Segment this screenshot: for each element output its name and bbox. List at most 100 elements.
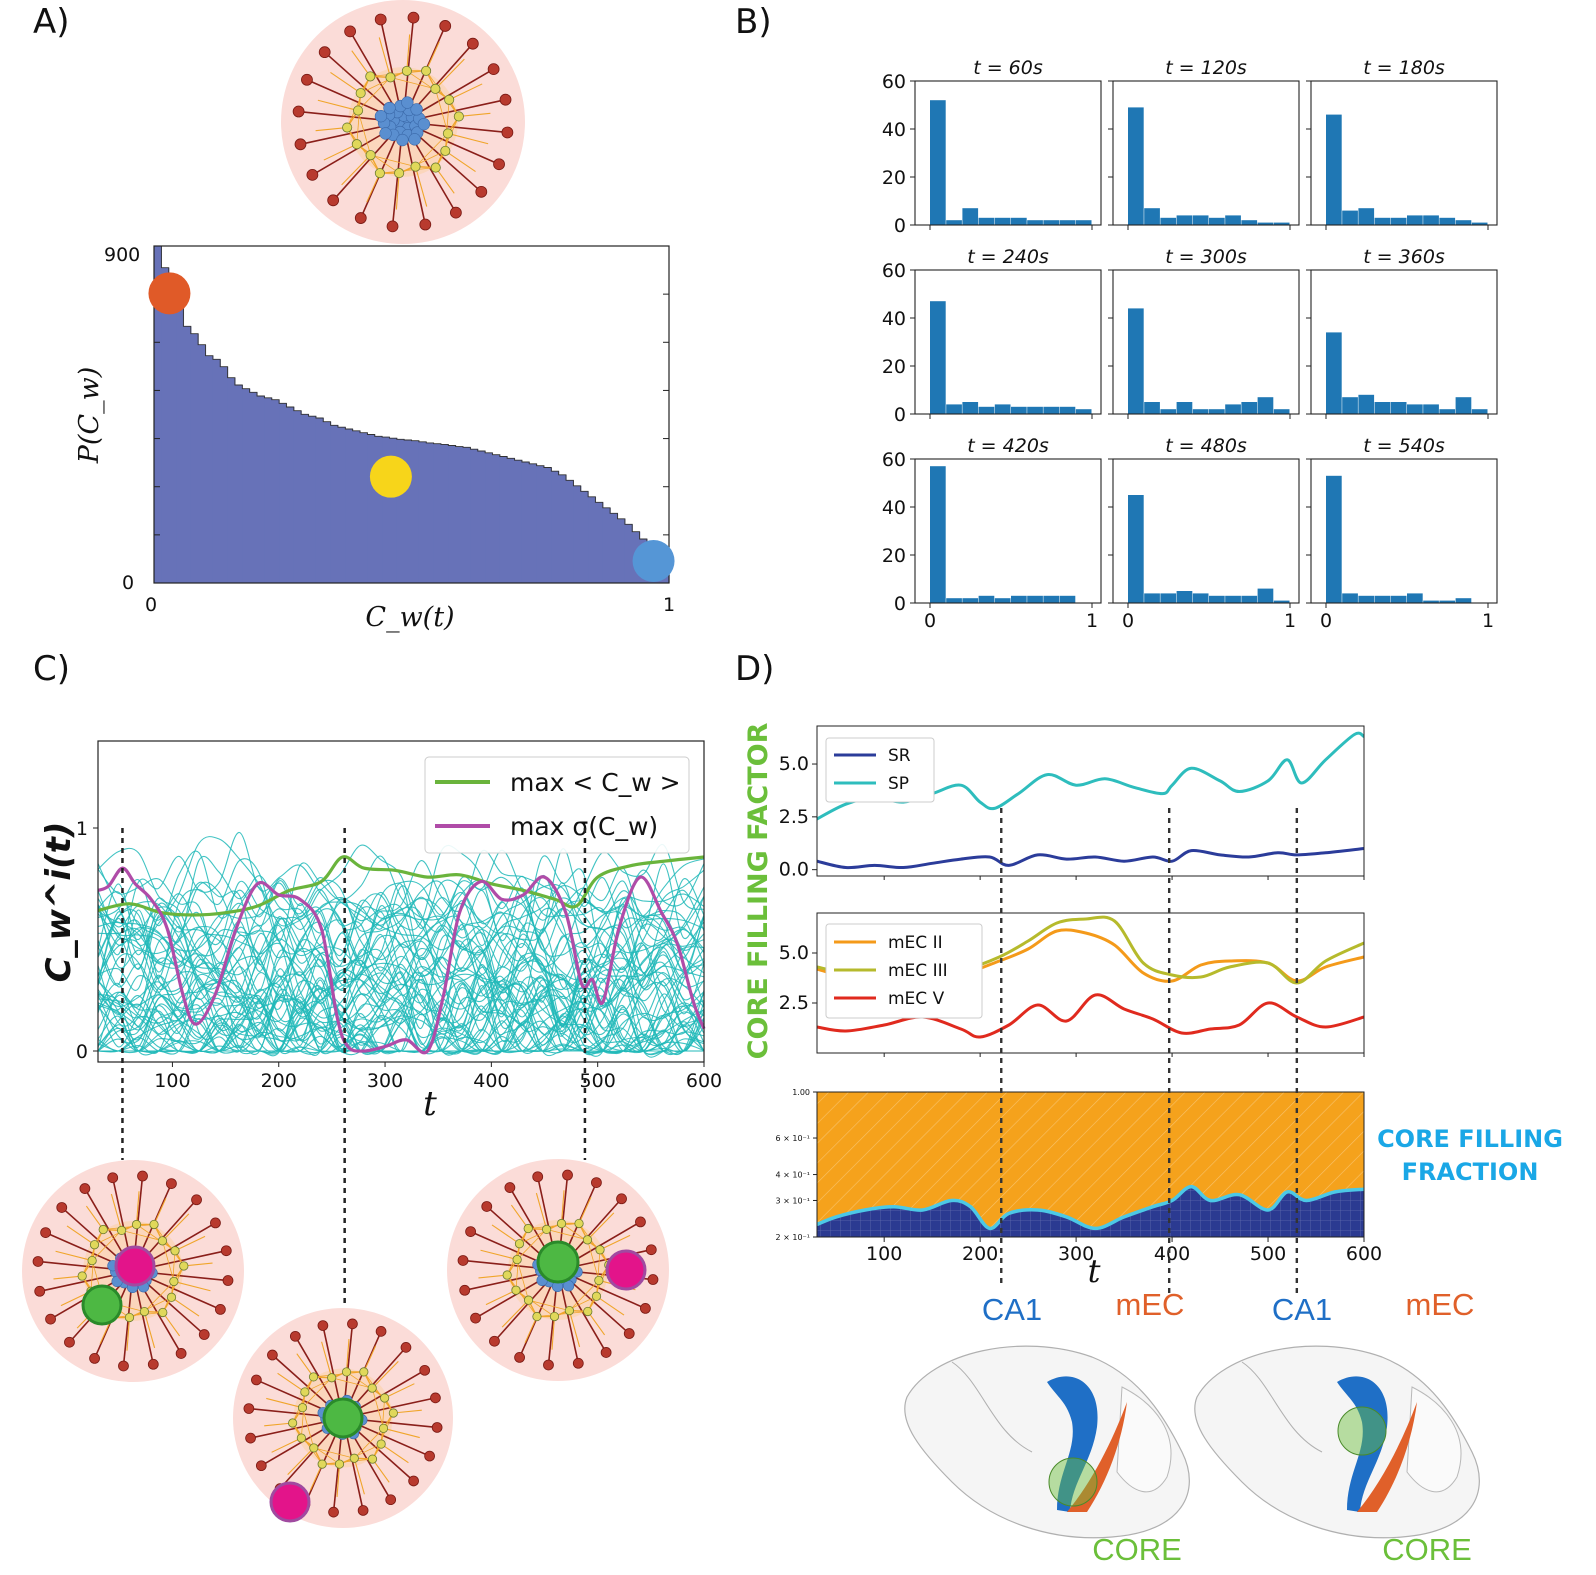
histogram-bar	[1358, 595, 1375, 603]
histogram-bar	[1225, 215, 1241, 225]
network-node-mid	[341, 1367, 352, 1377]
network-edge	[162, 1240, 175, 1282]
network-node-mid	[430, 83, 441, 94]
brain-diagram-icon: CA1 mEC CORE	[1194, 1287, 1480, 1567]
histogram-bar	[1027, 406, 1043, 414]
subplot-frame	[1112, 458, 1300, 604]
histogram-bar	[1209, 595, 1225, 603]
network-edge	[587, 1239, 600, 1281]
network-node-mid	[523, 1295, 534, 1305]
network-edge	[370, 154, 416, 168]
network-edge	[384, 1383, 415, 1399]
core-label: CORE	[1382, 1532, 1472, 1567]
network-edge	[587, 1212, 615, 1241]
histogram-subplot: t = 180s	[1306, 57, 1498, 230]
network-node-mid	[98, 1224, 108, 1235]
histogram-bar	[1423, 215, 1439, 225]
hist-bar	[543, 467, 552, 583]
network-node-outer	[214, 1304, 226, 1315]
network-edge	[313, 1447, 355, 1459]
network-edge	[162, 1265, 185, 1313]
hist-bar	[404, 440, 413, 583]
network-node-mid	[401, 65, 412, 76]
network-edge	[524, 1316, 538, 1344]
y-tick-label: 60	[882, 71, 906, 93]
network-edge	[371, 1387, 384, 1429]
y-tick-label: 6 × 10⁻¹	[776, 1134, 811, 1143]
network-node-outer	[243, 1403, 255, 1414]
network-edge	[309, 1463, 323, 1491]
network-node-mid	[367, 1454, 378, 1464]
histogram-bar	[1374, 217, 1391, 225]
y-tick-label: 5.0	[779, 753, 809, 775]
network-node-mid	[365, 150, 376, 161]
network-node-mid	[502, 1270, 512, 1280]
network-edge	[380, 1397, 386, 1445]
histogram-bar	[1144, 208, 1160, 225]
axes-frame	[816, 1091, 1365, 1238]
network-edge	[271, 1437, 302, 1453]
y-tick-label: 40	[882, 119, 906, 141]
network-node-outer	[357, 1505, 369, 1516]
network-edge	[445, 150, 476, 172]
network-node-mid	[169, 1276, 179, 1287]
network-edge	[395, 173, 400, 210]
network-node-outer	[465, 1226, 477, 1237]
hist-bar	[455, 446, 464, 583]
network-node-outer	[386, 220, 399, 233]
histogram-bar	[1326, 475, 1342, 603]
histogram-bar	[946, 404, 962, 414]
network-edge	[162, 1213, 190, 1242]
y-tick-label: 2 × 10⁻¹	[776, 1233, 811, 1242]
hist-bar	[315, 418, 324, 583]
histogram-bar	[1455, 397, 1472, 414]
hist-bar	[411, 440, 420, 583]
x-tick-label: 0	[924, 610, 936, 632]
network-edge	[393, 1409, 422, 1414]
y-tick-label: 60	[882, 260, 906, 282]
network-node-outer	[267, 1349, 278, 1361]
network-edge	[569, 1280, 600, 1311]
network-edge	[153, 1197, 167, 1225]
mean-node-marker	[322, 1397, 364, 1439]
hist-bar	[433, 443, 442, 583]
node-trace	[97, 939, 705, 1057]
network-node-mid	[440, 145, 451, 156]
hist-bar	[271, 399, 280, 583]
subplot-title: t = 360s	[1363, 246, 1445, 268]
network-edge	[551, 1316, 556, 1350]
network-node-mid	[296, 1433, 306, 1443]
network-node-outer	[408, 1475, 419, 1487]
x-tick-label: 200	[261, 1070, 297, 1092]
histogram-bar	[994, 217, 1011, 225]
panel-d-core-filling: 0.0 2.5 5.0 SR SP 2.5 5.0 mEC II mEC III mEC V 2…	[743, 722, 1563, 1296]
x-tick-label: 400	[473, 1070, 509, 1092]
network-node-outer	[56, 1202, 68, 1213]
x-tick-label: 500	[1250, 1243, 1286, 1265]
network-edge	[66, 1225, 95, 1246]
subplot-title: t = 180s	[1363, 57, 1445, 79]
mec-label: mEC	[1116, 1287, 1185, 1322]
y-tick-label: 1	[76, 818, 88, 840]
network-edge	[345, 1338, 350, 1372]
histogram-bar	[1358, 208, 1375, 225]
subplot-frame	[914, 269, 1102, 415]
histogram-bar	[1326, 114, 1342, 225]
network-node-outer	[375, 1326, 387, 1337]
network-node-outer	[449, 206, 462, 219]
brain-outline	[904, 1345, 1190, 1539]
network-node-outer	[32, 1256, 44, 1267]
network-node-outer	[489, 1335, 500, 1347]
network-node-mid	[453, 111, 464, 122]
hist-marker-orange	[148, 272, 191, 315]
network-edge	[485, 1289, 517, 1306]
network-node-mid	[594, 1275, 604, 1286]
network-edge	[458, 112, 491, 117]
y-tick-label: 1.00	[792, 1088, 810, 1097]
subplot-title: t = 240s	[967, 246, 1049, 268]
axes-frame	[816, 725, 1365, 877]
subplot-frame	[1310, 269, 1498, 415]
network-node-mid	[388, 1408, 398, 1418]
max-mean-line	[97, 855, 705, 917]
hist-bar	[183, 326, 192, 583]
